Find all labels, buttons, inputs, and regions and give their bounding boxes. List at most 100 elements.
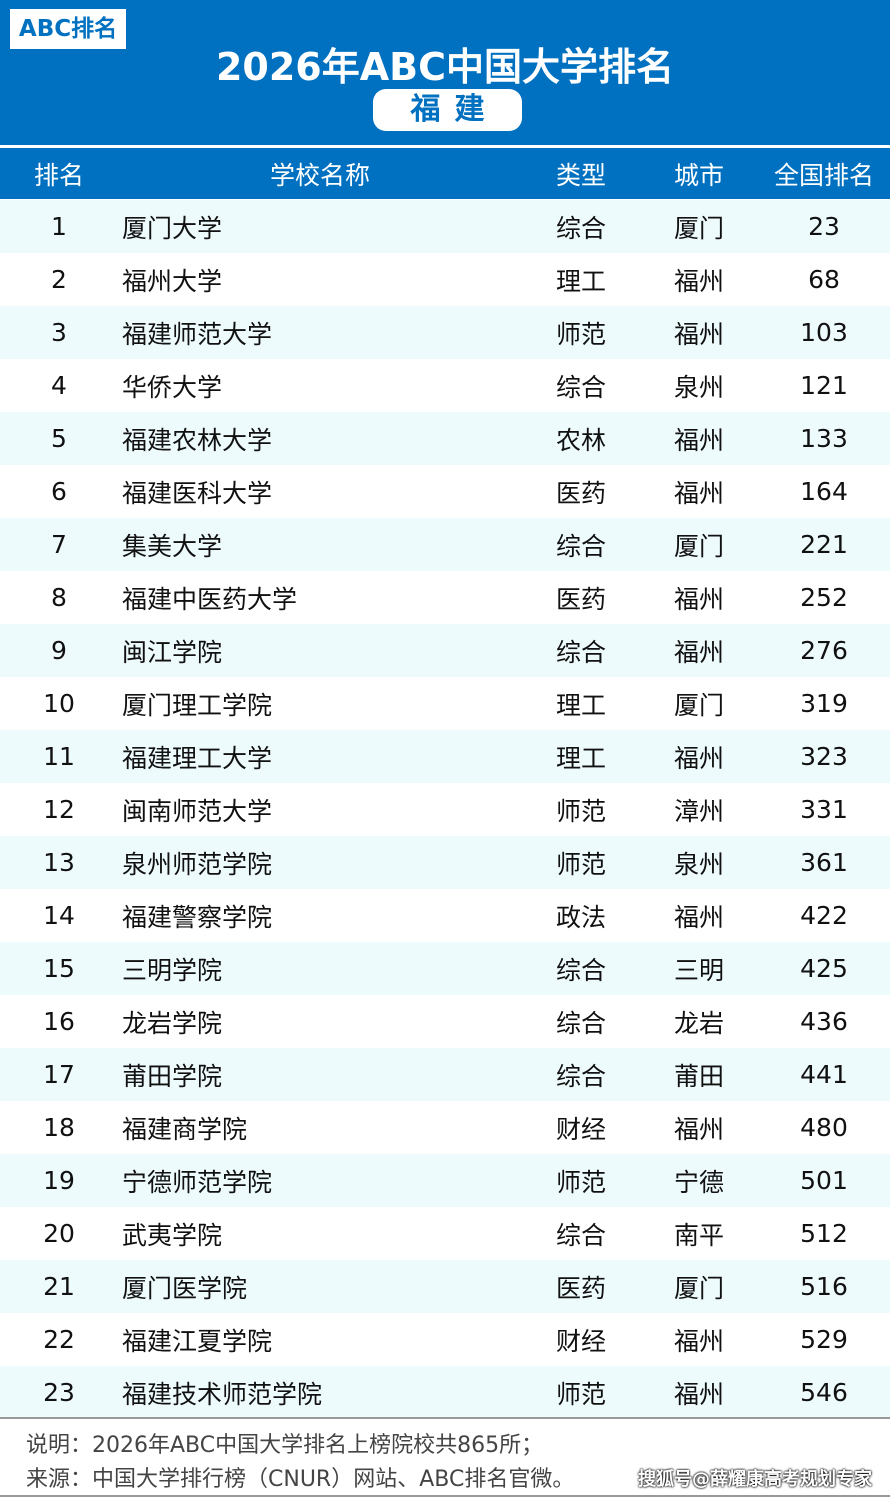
table-row: 4 华侨大学 综合 泉州 121	[0, 359, 890, 412]
school-cell: 厦门大学	[122, 213, 223, 243]
school-cell: 莆田学院	[122, 1061, 223, 1091]
national-rank-cell: 441	[800, 1060, 848, 1089]
school-cell: 福建师范大学	[122, 319, 273, 349]
rank-cell: 23	[43, 1378, 75, 1407]
national-rank-cell: 422	[800, 901, 848, 930]
type-cell: 综合	[555, 1220, 606, 1250]
school-cell: 福建商学院	[122, 1114, 248, 1144]
rank-cell: 21	[43, 1272, 75, 1301]
rank-cell: 3	[51, 318, 67, 347]
city-cell: 福州	[673, 1326, 724, 1356]
table-row: 20 武夷学院 综合 南平 512	[0, 1207, 890, 1260]
rank-cell: 16	[43, 1007, 75, 1036]
rank-cell: 1	[51, 212, 67, 241]
national-rank-cell: 425	[800, 954, 848, 983]
national-rank-cell: 529	[800, 1325, 848, 1354]
city-cell: 福州	[673, 266, 724, 296]
table-row: 5 福建农林大学 农林 福州 133	[0, 412, 890, 465]
table-row: 2 福州大学 理工 福州 68	[0, 253, 890, 306]
city-cell: 福州	[673, 319, 724, 349]
type-cell: 医药	[555, 478, 606, 508]
type-cell: 农林	[555, 425, 606, 455]
city-cell: 三明	[673, 955, 724, 985]
city-cell: 福州	[673, 1114, 724, 1144]
national-rank-cell: 516	[800, 1272, 848, 1301]
city-cell: 福州	[673, 743, 724, 773]
type-cell: 师范	[555, 796, 606, 826]
school-cell: 福州大学	[122, 266, 223, 296]
school-cell: 福建医科大学	[122, 478, 273, 508]
school-cell: 福建警察学院	[122, 902, 273, 932]
type-cell: 政法	[555, 902, 606, 932]
table-row: 17 莆田学院 综合 莆田 441	[0, 1048, 890, 1101]
city-cell: 莆田	[673, 1061, 724, 1091]
logo: ABC排名	[10, 9, 126, 49]
type-cell: 综合	[555, 372, 606, 402]
school-cell: 厦门医学院	[122, 1273, 248, 1303]
school-cell: 厦门理工学院	[122, 690, 273, 720]
table-row: 3 福建师范大学 师范 福州 103	[0, 306, 890, 359]
national-rank-cell: 546	[800, 1378, 848, 1407]
rank-cell: 15	[43, 954, 75, 983]
school-cell: 龙岩学院	[122, 1008, 223, 1038]
header-national-rank: 全国排名	[773, 160, 874, 190]
rank-cell: 18	[43, 1113, 75, 1142]
table-row: 12 闽南师范大学 师范 漳州 331	[0, 783, 890, 836]
type-cell: 师范	[555, 1167, 606, 1197]
city-cell: 漳州	[673, 796, 724, 826]
national-rank-cell: 361	[800, 848, 848, 877]
national-rank-cell: 252	[800, 583, 848, 612]
national-rank-cell: 164	[800, 477, 848, 506]
national-rank-cell: 276	[800, 636, 848, 665]
type-cell: 理工	[555, 266, 606, 296]
national-rank-cell: 436	[800, 1007, 848, 1036]
school-cell: 福建理工大学	[122, 743, 273, 773]
national-rank-cell: 103	[800, 318, 848, 347]
rank-cell: 14	[43, 901, 75, 930]
type-cell: 财经	[555, 1114, 606, 1144]
national-rank-cell: 512	[800, 1219, 848, 1248]
city-cell: 福州	[673, 902, 724, 932]
rank-cell: 2	[51, 265, 67, 294]
table-row: 10 厦门理工学院 理工 厦门 319	[0, 677, 890, 730]
rank-cell: 20	[43, 1219, 75, 1248]
school-cell: 闽江学院	[122, 637, 223, 667]
table-row: 16 龙岩学院 综合 龙岩 436	[0, 995, 890, 1048]
type-cell: 理工	[555, 743, 606, 773]
table-row: 11 福建理工大学 理工 福州 323	[0, 730, 890, 783]
header-banner: ABC排名 2026年ABC中国大学排名 福建	[0, 0, 890, 145]
national-rank-cell: 133	[800, 424, 848, 453]
city-cell: 厦门	[673, 531, 724, 561]
footer-source: 来源：中国大学排行榜（CNUR）网站、ABC排名官微。	[26, 1467, 575, 1492]
rank-cell: 8	[51, 583, 67, 612]
national-rank-cell: 68	[808, 265, 840, 294]
province-badge: 福建	[373, 89, 522, 131]
city-cell: 厦门	[673, 690, 724, 720]
type-cell: 医药	[555, 1273, 606, 1303]
rank-cell: 5	[51, 424, 67, 453]
school-cell: 泉州师范学院	[122, 849, 273, 879]
type-cell: 综合	[555, 955, 606, 985]
table-row: 6 福建医科大学 医药 福州 164	[0, 465, 890, 518]
header-school: 学校名称	[269, 160, 370, 190]
table-row: 1 厦门大学 综合 厦门 23	[0, 200, 890, 253]
rank-cell: 17	[43, 1060, 75, 1089]
national-rank-cell: 121	[800, 371, 848, 400]
rank-cell: 9	[51, 636, 67, 665]
national-rank-cell: 319	[800, 689, 848, 718]
type-cell: 师范	[555, 319, 606, 349]
rank-cell: 13	[43, 848, 75, 877]
school-cell: 三明学院	[122, 955, 223, 985]
city-cell: 厦门	[673, 1273, 724, 1303]
table-row: 21 厦门医学院 医药 厦门 516	[0, 1260, 890, 1313]
table-row: 7 集美大学 综合 厦门 221	[0, 518, 890, 571]
city-cell: 福州	[673, 637, 724, 667]
type-cell: 师范	[555, 1379, 606, 1409]
school-cell: 集美大学	[122, 531, 223, 561]
rank-cell: 6	[51, 477, 67, 506]
table-header: 排名 学校名称 类型 城市 全国排名	[0, 148, 890, 199]
city-cell: 龙岩	[673, 1008, 724, 1038]
city-cell: 宁德	[673, 1167, 724, 1197]
type-cell: 医药	[555, 584, 606, 614]
city-cell: 福州	[673, 478, 724, 508]
